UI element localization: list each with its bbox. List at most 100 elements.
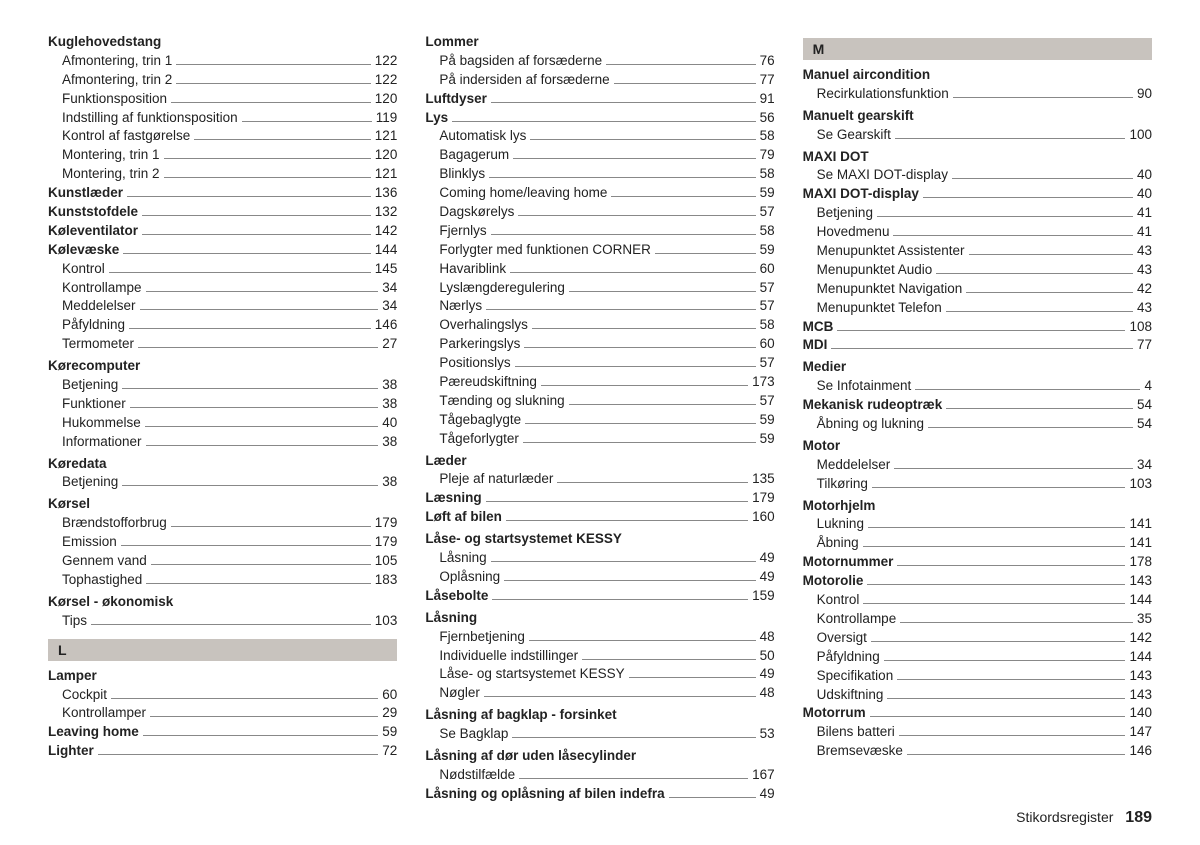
entry-label: Åbning og lukning xyxy=(817,415,924,434)
leader-line xyxy=(122,380,378,389)
index-entry: Montering, trin 1120 xyxy=(48,146,397,165)
index-entry: Kontrol144 xyxy=(803,591,1152,610)
leader-line xyxy=(492,590,748,599)
entry-page: 79 xyxy=(760,146,775,165)
entry-page: 43 xyxy=(1137,261,1152,280)
entry-page: 41 xyxy=(1137,204,1152,223)
entry-page: 54 xyxy=(1137,415,1152,434)
leader-line xyxy=(171,93,371,102)
index-entry: Betjening38 xyxy=(48,376,397,395)
leader-line xyxy=(123,244,371,253)
entry-page: 119 xyxy=(376,109,398,128)
entry-page: 48 xyxy=(760,684,775,703)
column-2: LommerPå bagsiden af forsæderne76På inde… xyxy=(425,30,774,804)
entry-page: 136 xyxy=(375,184,398,203)
leader-line xyxy=(946,302,1133,311)
entry-label: Betjening xyxy=(62,376,118,395)
entry-label: Menupunktet Assistenter xyxy=(817,242,965,261)
index-entry: Meddelelser34 xyxy=(48,297,397,316)
index-entry: Låsebolte159 xyxy=(425,587,774,606)
entry-label: Blinklys xyxy=(439,165,485,184)
leader-line xyxy=(484,688,756,697)
entry-page: 108 xyxy=(1129,318,1152,337)
index-entry: Tilkøring103 xyxy=(803,475,1152,494)
column-1: KuglehovedstangAfmontering, trin 1122Afm… xyxy=(48,30,397,804)
leader-line xyxy=(529,631,756,640)
entry-label: MDI xyxy=(803,336,828,355)
entry-page: 27 xyxy=(382,335,397,354)
leader-line xyxy=(506,512,748,521)
entry-label: Menupunktet Navigation xyxy=(817,280,963,299)
leader-line xyxy=(242,112,372,121)
entry-page: 59 xyxy=(760,184,775,203)
index-entry: Låsning og oplåsning af bilen indefra49 xyxy=(425,785,774,804)
footer-page-number: 189 xyxy=(1125,809,1152,826)
entry-page: 144 xyxy=(1129,648,1152,667)
entry-label: Udskiftning xyxy=(817,686,884,705)
entry-label: Løft af bilen xyxy=(425,508,502,527)
entry-page: 59 xyxy=(760,241,775,260)
leader-line xyxy=(146,575,370,584)
index-entry: Nærlys57 xyxy=(425,297,774,316)
leader-line xyxy=(489,169,756,178)
leader-line xyxy=(569,395,756,404)
index-entry: Informationer38 xyxy=(48,433,397,452)
leader-line xyxy=(519,769,748,778)
entry-page: 143 xyxy=(1129,667,1152,686)
entry-label: Hukommelse xyxy=(62,414,141,433)
index-entry: Tophastighed183 xyxy=(48,571,397,590)
leader-line xyxy=(897,557,1125,566)
entry-label: Havariblink xyxy=(439,260,506,279)
index-entry: Emission179 xyxy=(48,533,397,552)
leader-line xyxy=(936,264,1133,273)
entry-label: Tågeforlygter xyxy=(439,430,519,449)
index-entry: MDI77 xyxy=(803,336,1152,355)
leader-line xyxy=(524,339,755,348)
entry-page: 143 xyxy=(1129,686,1152,705)
entry-page: 120 xyxy=(375,90,398,109)
leader-line xyxy=(867,576,1125,585)
entry-page: 57 xyxy=(760,297,775,316)
index-entry: Kunststofdele132 xyxy=(48,203,397,222)
leader-line xyxy=(91,615,371,624)
entry-page: 173 xyxy=(752,373,775,392)
index-entry: Termometer27 xyxy=(48,335,397,354)
index-heading: Køredata xyxy=(48,455,397,474)
entry-page: 59 xyxy=(382,723,397,742)
index-entry: Nøgler48 xyxy=(425,684,774,703)
leader-line xyxy=(557,474,748,483)
entry-label: Funktioner xyxy=(62,395,126,414)
index-entry: Individuelle indstillinger50 xyxy=(425,647,774,666)
entry-label: Menupunktet Audio xyxy=(817,261,933,280)
entry-label: Menupunktet Telefon xyxy=(817,299,942,318)
entry-label: Tilkøring xyxy=(817,475,868,494)
entry-page: 53 xyxy=(760,725,775,744)
entry-label: Se Gearskift xyxy=(817,126,891,145)
index-heading: Læder xyxy=(425,452,774,471)
index-entry: Se Gearskift100 xyxy=(803,126,1152,145)
entry-page: 49 xyxy=(760,785,775,804)
index-entry: Pleje af naturlæder135 xyxy=(425,470,774,489)
entry-label: MCB xyxy=(803,318,834,337)
leader-line xyxy=(491,553,756,562)
index-entry: Positionslys57 xyxy=(425,354,774,373)
leader-line xyxy=(897,670,1125,679)
index-entry: Specifikation143 xyxy=(803,667,1152,686)
index-entry: Forlygter med funktionen CORNER 59 xyxy=(425,241,774,260)
index-entry: Læsning179 xyxy=(425,489,774,508)
leader-line xyxy=(130,398,379,407)
entry-label: Forlygter med funktionen CORNER xyxy=(439,241,651,260)
index-entry: Fjernbetjening48 xyxy=(425,628,774,647)
entry-page: 49 xyxy=(760,549,775,568)
leader-line xyxy=(109,263,371,272)
index-entry: Indstilling af funktionsposition119 xyxy=(48,109,397,128)
leader-line xyxy=(569,282,756,291)
index-heading: Kuglehovedstang xyxy=(48,33,397,52)
index-entry: Se Infotainment4 xyxy=(803,377,1152,396)
entry-page: 54 xyxy=(1137,396,1152,415)
leader-line xyxy=(504,572,756,581)
leader-line xyxy=(831,340,1133,349)
entry-page: 29 xyxy=(382,704,397,723)
index-heading: Medier xyxy=(803,358,1152,377)
index-entry: Oplåsning49 xyxy=(425,568,774,587)
